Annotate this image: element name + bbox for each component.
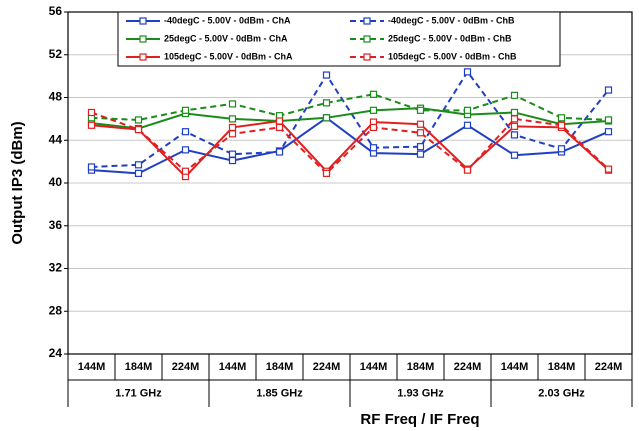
y-tick-label: 40 [49,175,63,189]
legend-label: 25degC - 5.00V - 0dBm - ChB [388,33,512,43]
point-marker [416,120,425,128]
legend-label: 105degC - 5.00V - 0dBm - ChA [164,51,293,61]
point-marker [275,123,284,132]
point-marker [510,108,519,117]
x-tick-label: 224M [313,361,341,373]
legend-marker [139,35,147,43]
y-tick-label: 48 [49,90,63,104]
point-marker [228,123,237,132]
y-tick-label: 28 [49,303,63,317]
x-tick-label: 144M [501,361,529,373]
point-marker [510,122,519,130]
point-marker [604,116,613,124]
point-marker [134,125,143,134]
x-axis-title: RF Freq / IF Freq [360,411,479,428]
point-marker [322,114,331,122]
point-marker [416,106,425,114]
group-label: 2.03 GHz [538,387,585,399]
point-marker [463,106,472,114]
point-marker [416,129,425,137]
legend-marker [139,53,147,61]
point-marker [181,167,190,175]
point-marker [557,114,566,122]
series-line [91,107,609,130]
y-axis-title: Output IP3 (dBm) [9,121,26,244]
point-marker [557,145,566,153]
point-marker [87,163,96,171]
y-tick-label: 32 [49,261,63,275]
point-marker [228,130,237,138]
point-marker [510,115,519,123]
x-tick-label: 224M [454,361,482,373]
point-marker [181,106,190,114]
point-marker [134,161,143,169]
legend-label: 25degC - 5.00V - 0dBm - ChA [164,33,288,43]
x-tick-label: 144M [360,361,388,373]
point-marker [275,117,284,125]
point-marker [181,146,190,154]
series-line [91,119,610,179]
x-tick-label: 224M [172,361,200,373]
point-marker [510,91,519,99]
point-marker [463,68,472,76]
x-tick-label: 184M [125,361,153,373]
y-tick-label: 44 [49,132,63,146]
point-marker [322,71,331,79]
point-marker [228,156,237,165]
x-tick-label: 224M [595,361,623,373]
point-marker [322,169,331,177]
legend-box [117,11,561,67]
x-tick-label: 144M [78,361,106,373]
point-marker [228,115,237,123]
x-tick-label: 184M [407,361,435,373]
x-tick-label: 184M [548,361,576,373]
series-line [91,116,609,175]
point-marker [604,86,613,94]
point-marker [510,131,519,139]
x-tick-label: 144M [219,361,247,373]
point-marker [604,165,613,173]
point-marker [369,90,378,98]
point-marker [134,169,143,177]
point-marker [416,143,425,151]
series-line [91,111,610,175]
legend-label: -40degC - 5.00V - 0dBm - ChB [388,15,515,25]
series-line [91,93,609,121]
point-marker [510,151,519,159]
point-marker [87,121,96,129]
point-marker [228,100,237,108]
point-marker [416,150,425,158]
point-marker [604,128,613,136]
group-label: 1.85 GHz [256,387,303,399]
point-marker [369,123,378,132]
point-marker [463,166,472,174]
y-tick-label: 24 [49,346,63,360]
legend-marker [363,17,371,25]
point-marker [275,148,284,156]
legend-label: 105degC - 5.00V - 0dBm - ChB [388,51,517,61]
legend-marker [139,17,147,25]
point-marker [181,128,190,136]
point-marker [228,150,237,158]
legend-marker [363,35,371,43]
legend-marker [363,53,371,61]
y-tick-label: 52 [49,47,63,61]
x-tick-label: 184M [266,361,294,373]
y-tick-label: 36 [49,218,63,232]
point-marker [557,121,566,129]
point-marker [322,99,331,107]
point-marker [134,116,143,124]
point-marker [369,106,378,114]
point-marker [87,108,96,117]
point-marker [369,144,378,152]
legend-label: -40degC - 5.00V - 0dBm - ChA [164,15,291,25]
series-line [91,70,610,168]
y-tick-label: 56 [49,4,63,18]
group-label: 1.71 GHz [115,387,162,399]
group-label: 1.93 GHz [397,387,444,399]
point-marker [463,121,472,129]
